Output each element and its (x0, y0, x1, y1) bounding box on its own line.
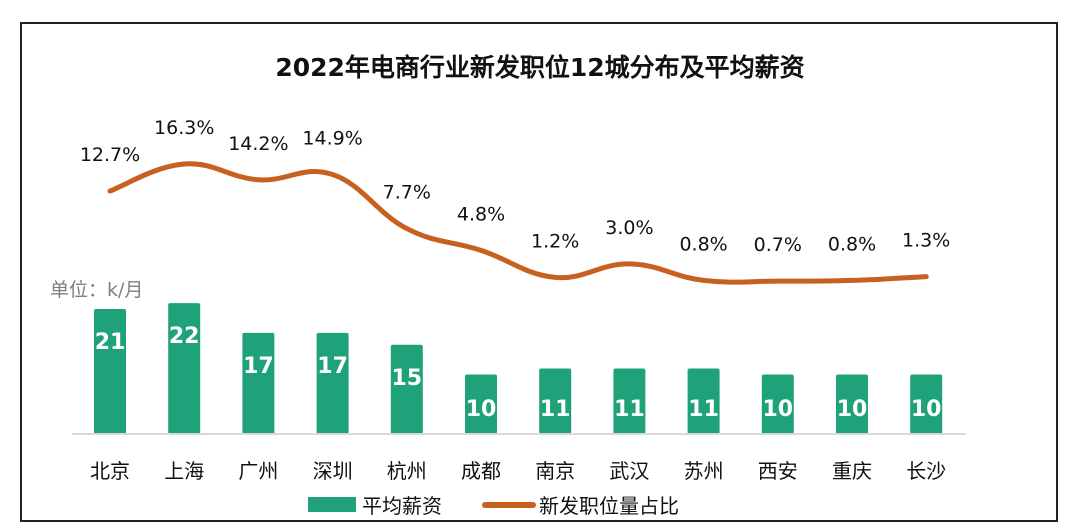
bar-label-1: 22 (169, 324, 200, 349)
bar-4 (390, 344, 423, 434)
share-label-8: 0.8% (679, 233, 727, 255)
x-tick-label-6: 南京 (535, 459, 575, 483)
x-tick-label-9: 西安 (758, 459, 798, 483)
bar-label-7: 11 (614, 397, 645, 422)
share-label-3: 14.9% (302, 128, 362, 150)
legend-label-salary: 平均薪资 (362, 494, 442, 518)
bar-10 (836, 374, 868, 434)
x-tick-label-11: 长沙 (906, 459, 946, 483)
bar-6 (539, 368, 572, 434)
bar-label-5: 10 (466, 397, 497, 422)
x-tick-label-2: 广州 (238, 459, 278, 483)
x-tick-label-0: 北京 (90, 459, 130, 483)
bar-11 (910, 374, 943, 434)
share-label-9: 0.7% (754, 234, 802, 256)
bar-1 (168, 303, 201, 434)
bar-label-3: 17 (317, 354, 348, 379)
legend-swatch-salary (308, 497, 356, 512)
share-label-1: 16.3% (154, 117, 214, 139)
share-label-5: 4.8% (457, 203, 505, 225)
x-tick-label-8: 苏州 (684, 459, 724, 483)
bar-label-9: 10 (762, 397, 793, 422)
x-tick-label-1: 上海 (164, 459, 204, 483)
share-label-10: 0.8% (828, 233, 876, 255)
chart-title: 2022年电商行业新发职位12城分布及平均薪资 (275, 53, 804, 82)
share-label-6: 1.2% (531, 230, 579, 252)
share-label-2: 14.2% (228, 133, 288, 155)
bar-0 (94, 309, 126, 434)
unit-label: 单位：k/月 (50, 279, 143, 301)
legend-label-share: 新发职位量占比 (539, 494, 679, 518)
bar-8 (687, 368, 720, 434)
bar-label-10: 10 (837, 397, 868, 422)
bar-5 (465, 374, 497, 434)
bar-9 (761, 374, 794, 434)
bar-label-0: 21 (95, 330, 126, 355)
share-line (107, 161, 929, 285)
share-label-0: 12.7% (80, 144, 140, 166)
share-label-7: 3.0% (605, 217, 653, 239)
bar-3 (316, 332, 349, 434)
share-label-4: 7.7% (383, 182, 431, 204)
x-tick-label-3: 深圳 (313, 459, 353, 483)
bar-7 (613, 368, 646, 434)
bar-2 (242, 332, 275, 434)
x-tick-label-10: 重庆 (832, 459, 872, 483)
bar-label-6: 11 (540, 397, 571, 422)
x-tick-label-4: 杭州 (387, 459, 427, 483)
bar-label-8: 11 (688, 397, 719, 422)
x-tick-label-5: 成都 (461, 459, 501, 483)
bar-label-2: 17 (243, 354, 274, 379)
bar-label-11: 10 (911, 397, 942, 422)
x-tick-label-7: 武汉 (609, 459, 649, 483)
bar-label-4: 15 (391, 366, 422, 391)
share-label-11: 1.3% (902, 230, 950, 252)
